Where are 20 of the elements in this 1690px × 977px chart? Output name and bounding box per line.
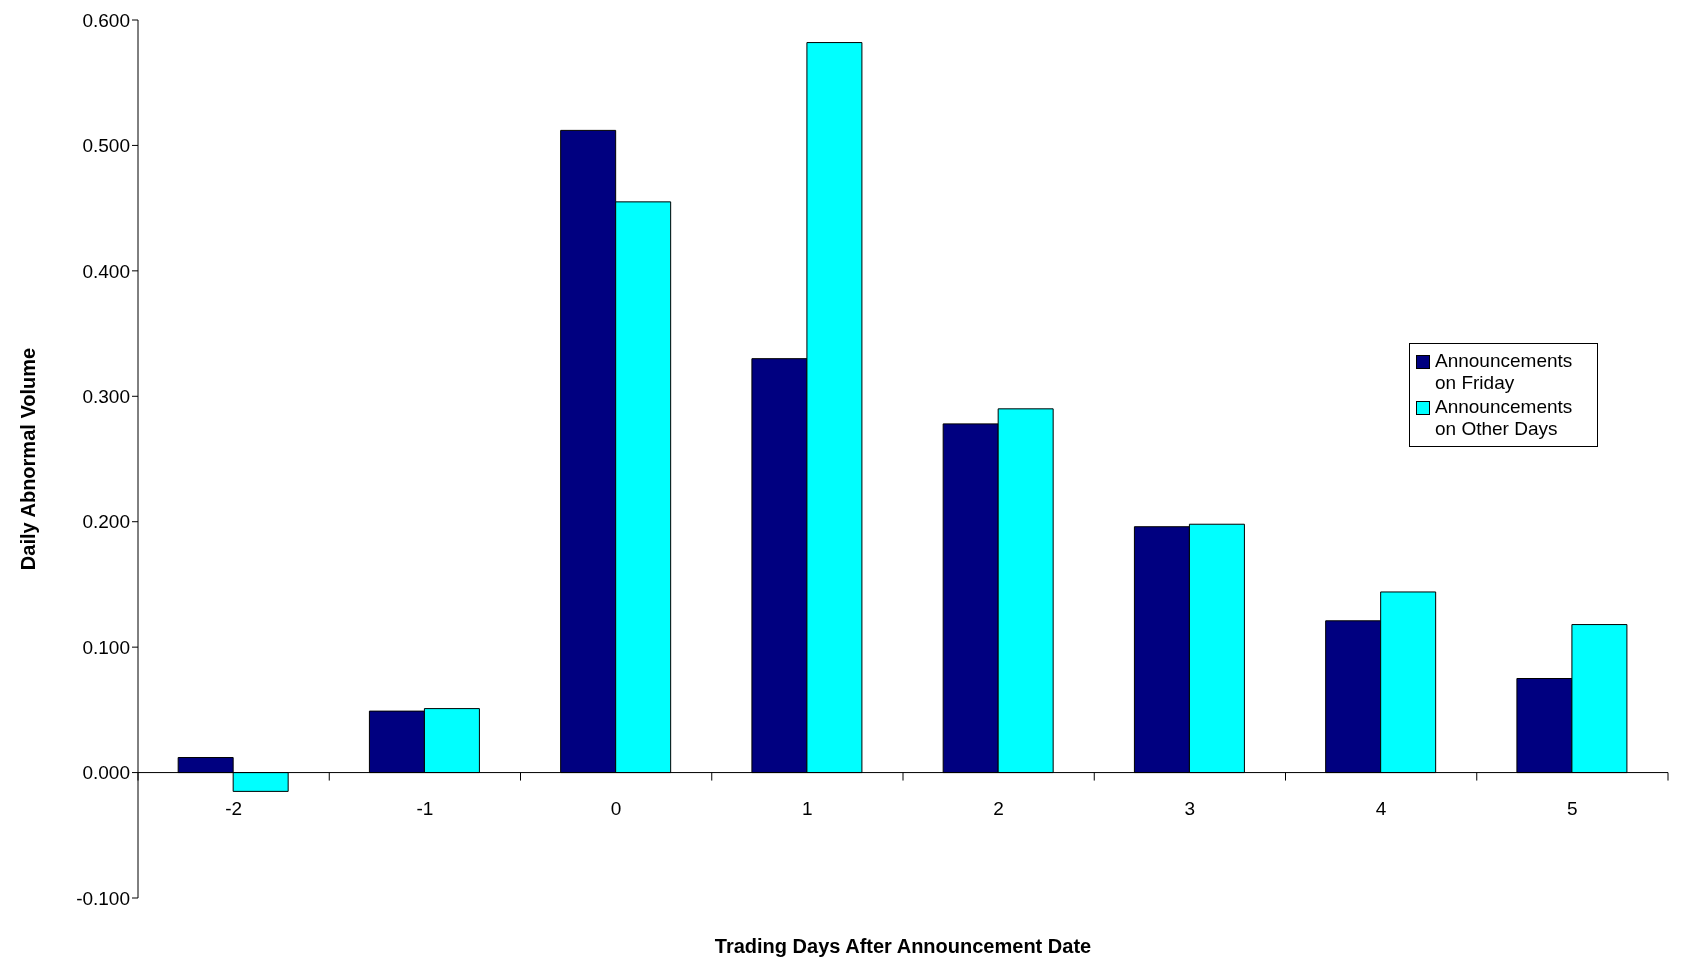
x-axis-title: Trading Days After Announcement Date [714,935,1092,957]
x-tick-label: -2 [225,797,243,819]
y-tick-label: 0.200 [82,511,130,533]
x-tick-label: 2 [993,797,1004,819]
legend-label: Announcements on Other Days [1435,396,1574,440]
y-tick-label: 0.300 [82,386,130,408]
x-tick-label: 4 [1375,797,1387,819]
x-tick-label: -1 [416,797,434,819]
legend-label: Announcements on Friday [1435,350,1574,394]
x-tick-label: 5 [1567,797,1578,819]
y-tick-label: 0.600 [82,9,130,31]
y-tick-label: -0.100 [76,887,130,909]
y-tick-label: 0.500 [82,135,130,157]
x-tick-label: 0 [610,797,622,819]
y-tick-label: 0.100 [82,636,130,658]
y-tick-label: 0.000 [82,762,130,784]
y-axis-title: Daily Abnormal Volume [17,347,40,571]
x-tick-label: 1 [802,797,813,819]
y-tick-label: 0.400 [82,260,130,282]
x-tick-label: 3 [1184,797,1196,819]
